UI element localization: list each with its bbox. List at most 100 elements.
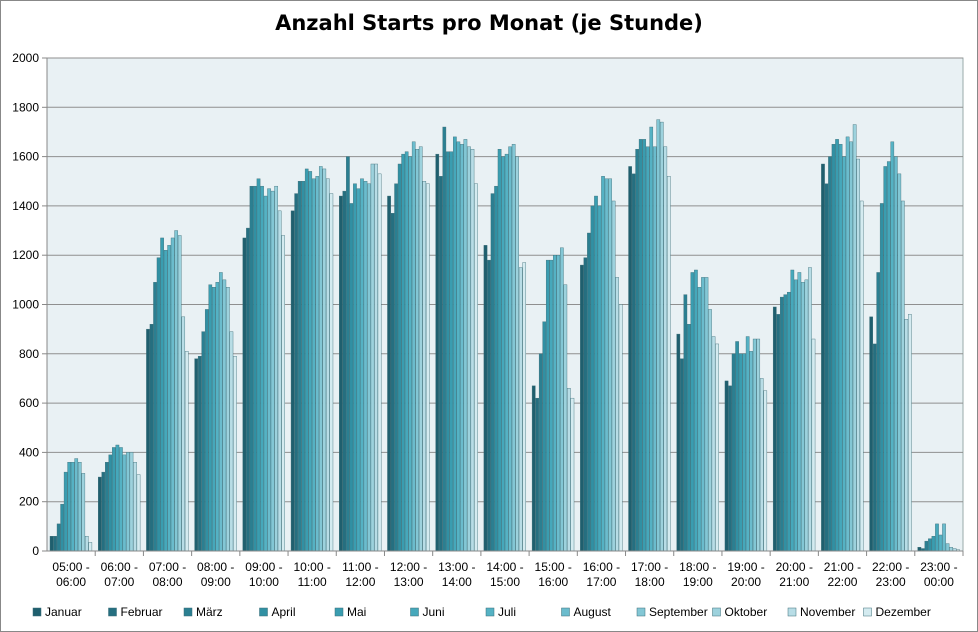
bar	[105, 462, 109, 552]
bar	[353, 183, 357, 552]
bar	[322, 168, 327, 552]
bar	[246, 227, 250, 552]
legend-label: Januar	[45, 605, 82, 619]
bar	[370, 163, 375, 552]
legend-label: Mai	[347, 605, 366, 619]
bar	[715, 343, 719, 552]
bar	[563, 284, 568, 552]
chart-title: Anzahl Starts pro Monat (je Stunde)	[275, 11, 703, 35]
bar	[346, 156, 350, 552]
bar	[422, 181, 427, 552]
legend-swatch	[712, 607, 721, 617]
bar	[656, 119, 661, 552]
bar	[425, 183, 430, 552]
bar	[70, 462, 75, 552]
bar	[136, 474, 141, 552]
bar	[590, 205, 595, 552]
legend-swatch	[108, 607, 117, 617]
bar	[538, 353, 543, 552]
legend-label: Juli	[498, 605, 516, 619]
bar	[883, 166, 888, 552]
bar	[845, 136, 850, 552]
bar	[297, 181, 302, 552]
bar	[494, 185, 498, 552]
bar	[542, 321, 547, 552]
bar	[518, 267, 523, 552]
bar	[449, 151, 454, 552]
bar	[687, 324, 691, 552]
legend-swatch	[863, 607, 872, 617]
bar	[63, 471, 68, 552]
bar	[474, 183, 478, 552]
bar	[308, 171, 313, 552]
bar	[122, 454, 127, 552]
bar	[804, 279, 809, 552]
bar	[497, 149, 502, 552]
x-tick-label: 10:00 -	[293, 560, 330, 574]
bar	[119, 447, 123, 552]
x-tick-label: 13:00 -	[438, 560, 475, 574]
bar	[167, 245, 171, 552]
x-tick-label: 14:00	[442, 575, 472, 589]
bar	[731, 353, 736, 552]
x-tick-label: 21:00 -	[824, 560, 861, 574]
bar	[212, 287, 216, 552]
bar	[435, 153, 440, 552]
bar	[339, 195, 343, 552]
bar	[628, 166, 632, 552]
bar	[587, 232, 591, 552]
bar	[790, 269, 795, 552]
bar	[659, 121, 664, 552]
bar	[901, 200, 905, 552]
bar	[411, 141, 416, 552]
bar	[219, 272, 223, 552]
legend-swatch	[636, 607, 646, 617]
y-tick-label: 200	[19, 495, 39, 509]
bar	[374, 163, 378, 552]
bar	[890, 141, 895, 552]
legend-swatch	[183, 607, 193, 617]
bar	[680, 358, 684, 552]
bar	[631, 173, 636, 552]
bar	[418, 146, 423, 552]
x-tick-label: 15:00	[490, 575, 520, 589]
bar	[787, 291, 791, 552]
bar	[49, 536, 54, 552]
bar	[704, 277, 709, 552]
bar	[949, 547, 953, 552]
bar	[801, 282, 805, 552]
y-tick-label: 600	[19, 396, 39, 410]
x-tick-label: 08:00	[153, 575, 183, 589]
bar	[394, 183, 398, 552]
x-tick-label: 23:00	[876, 575, 906, 589]
x-tick-label: 18:00 -	[679, 560, 716, 574]
bar	[694, 269, 698, 552]
bar	[580, 264, 584, 552]
bar	[88, 542, 93, 552]
bar	[701, 277, 705, 552]
y-tick-label: 1000	[12, 298, 39, 312]
legend-label: August	[574, 605, 612, 619]
legend-label: September	[649, 605, 708, 619]
bar	[315, 176, 320, 552]
bar	[618, 304, 623, 552]
bar	[756, 338, 761, 552]
bar	[897, 173, 902, 552]
legend-swatch	[32, 607, 42, 617]
bar	[797, 272, 802, 552]
bar	[294, 193, 298, 552]
y-tick-label: 2000	[12, 51, 39, 65]
bar	[84, 536, 89, 552]
bar	[876, 272, 881, 552]
bar	[676, 333, 681, 552]
bar	[645, 146, 650, 552]
bar	[53, 536, 57, 552]
bar	[112, 447, 116, 552]
bar	[772, 306, 777, 552]
x-tick-label: 07:00 -	[149, 560, 186, 574]
x-tick-label: 06:00	[56, 575, 86, 589]
bar	[942, 523, 946, 552]
bar	[490, 193, 495, 552]
bar	[783, 294, 788, 552]
bar	[415, 149, 420, 552]
